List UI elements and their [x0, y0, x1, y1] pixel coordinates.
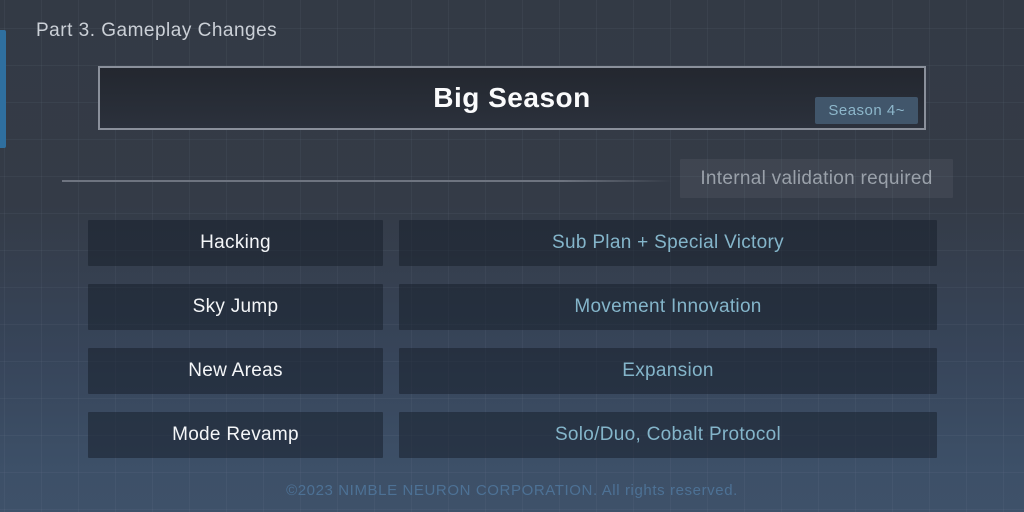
- validation-note: Internal validation required: [680, 159, 953, 198]
- feature-cell: Sky Jump: [88, 284, 383, 330]
- changes-table: Hacking Sub Plan + Special Victory Sky J…: [88, 220, 937, 458]
- section-title: Part 3. Gameplay Changes: [36, 20, 278, 41]
- description-cell: Sub Plan + Special Victory: [399, 220, 937, 266]
- table-row: New Areas Expansion: [88, 348, 937, 394]
- description-cell: Solo/Duo, Cobalt Protocol: [399, 412, 937, 458]
- table-row: Hacking Sub Plan + Special Victory: [88, 220, 937, 266]
- description-cell: Expansion: [399, 348, 937, 394]
- table-row: Sky Jump Movement Innovation: [88, 284, 937, 330]
- feature-cell: New Areas: [88, 348, 383, 394]
- left-accent-bar: [0, 30, 6, 148]
- season-badge: Season 4~: [815, 97, 918, 124]
- feature-cell: Hacking: [88, 220, 383, 266]
- header-box: Big Season Season 4~: [98, 66, 926, 130]
- copyright-notice: ©2023 NIMBLE NEURON CORPORATION. All rig…: [286, 482, 738, 499]
- header-title: Big Season: [433, 82, 591, 113]
- table-row: Mode Revamp Solo/Duo, Cobalt Protocol: [88, 412, 937, 458]
- divider-line: [62, 180, 672, 182]
- feature-cell: Mode Revamp: [88, 412, 383, 458]
- description-cell: Movement Innovation: [399, 284, 937, 330]
